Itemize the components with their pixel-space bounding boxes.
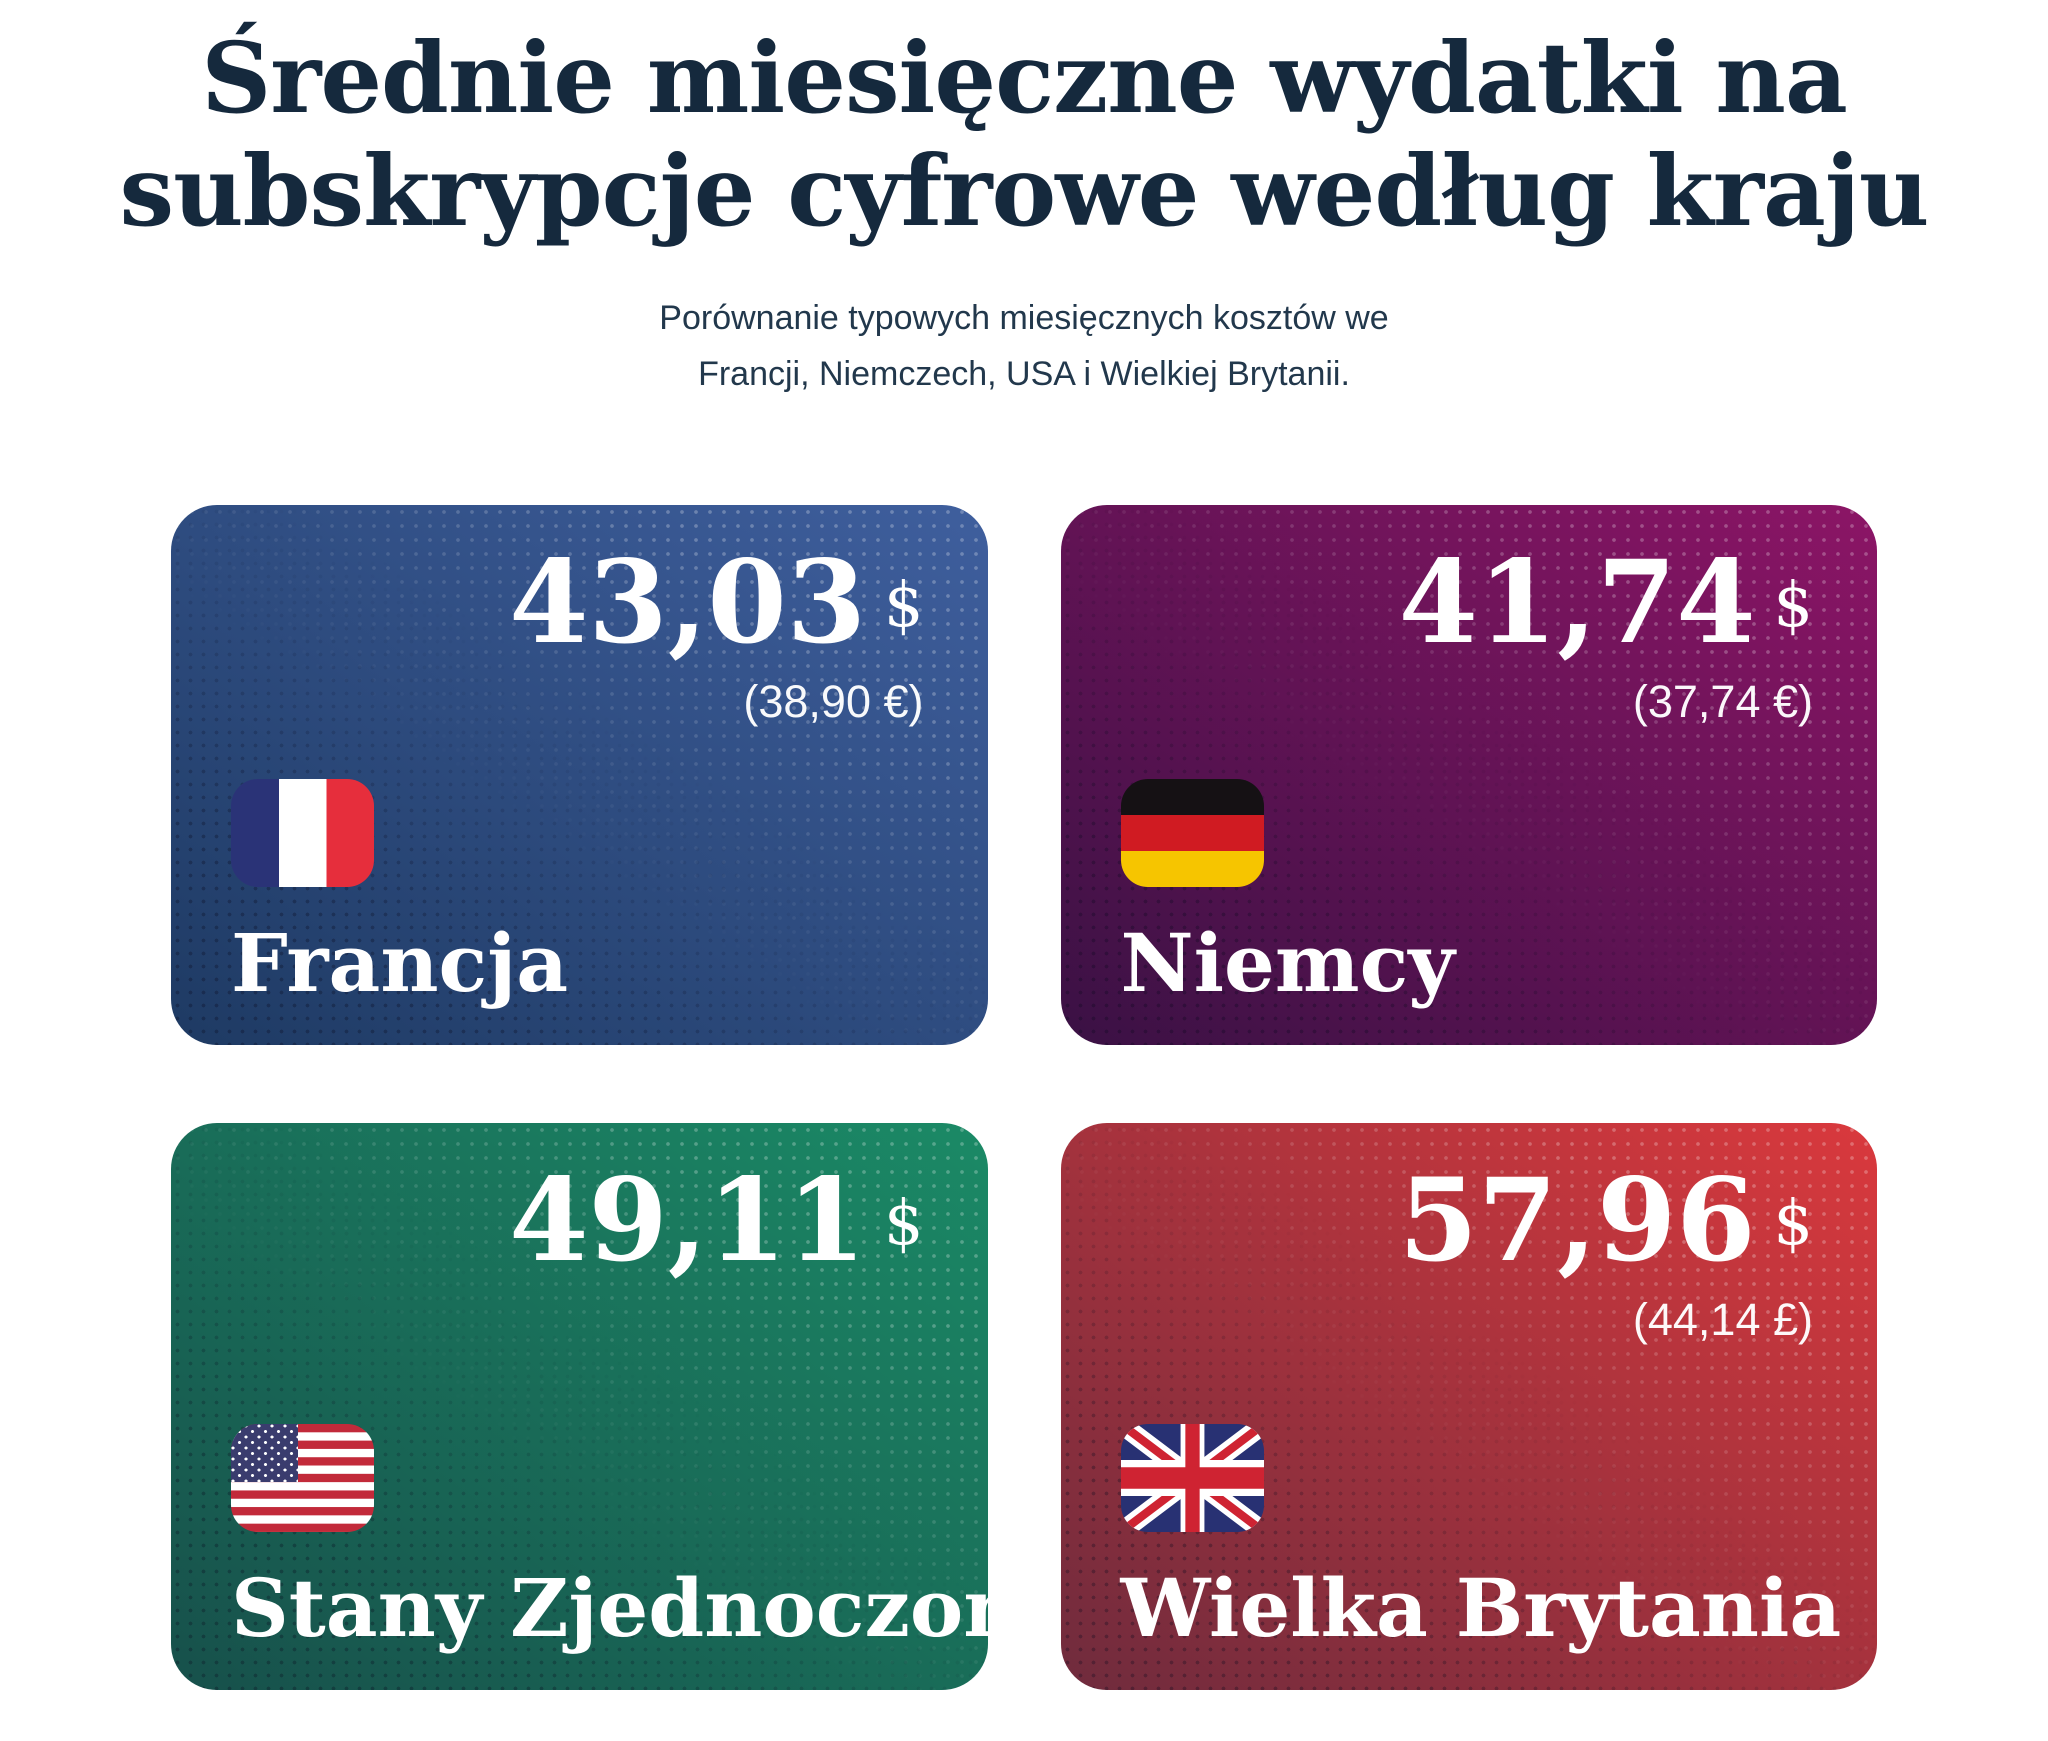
country-label: Wielka Brytania: [1120, 1561, 1842, 1656]
dollar-sign: $: [1773, 1186, 1813, 1260]
country-card-germany: 41,74 $ (37,74 €) Niemcy: [1060, 505, 1877, 1046]
country-label: Francja: [231, 916, 569, 1011]
price-secondary: (38,90 €): [743, 675, 924, 727]
country-card-uk: 57,96 $ (44,14 £) Wielka Brytania: [1060, 1123, 1877, 1691]
price-secondary: (37,74 €): [1632, 675, 1813, 727]
price-block: 57,96 $ (44,14 £): [1399, 1160, 1813, 1347]
dollar-sign: $: [884, 1186, 924, 1260]
price-secondary: (44,14 £): [1632, 1293, 1813, 1345]
page-subtitle-line-2: Francji, Niemczech, USA i Wielkiej Bryta…: [698, 355, 1350, 394]
card-footer: Stany Zjednoczone: [231, 1424, 988, 1650]
page-subtitle: Porównanie typowych miesięcznych kosztów…: [0, 290, 2048, 402]
page-title-line-1: Średnie miesięczne wydatki na: [201, 21, 1848, 135]
page-title: Średnie miesięczne wydatki na subskrypcje…: [0, 0, 2048, 248]
price-block: 49,11 $: [509, 1160, 924, 1347]
card-footer: Francja: [231, 779, 568, 1005]
dollar-sign: $: [1773, 568, 1813, 642]
country-card-france: 43,03 $ (38,90 €) Francja: [171, 505, 988, 1046]
price-block: 43,03 $ (38,90 €): [509, 542, 924, 729]
page-title-line-2: subskrypcje cyfrowe według kraju: [119, 134, 1930, 248]
price-amount: 43,03: [509, 535, 867, 670]
france-flag-icon: [231, 779, 374, 888]
price-amount: 41,74: [1398, 535, 1756, 670]
page-subtitle-line-1: Porównanie typowych miesięcznych kosztów…: [659, 299, 1389, 337]
card-footer: Wielka Brytania: [1120, 1424, 1842, 1656]
usa-flag-icon: [231, 1424, 374, 1533]
country-cards-grid: 43,03 $ (38,90 €) Francja 41,74 $ (37,74 €…: [171, 505, 1877, 1691]
price-secondary: [509, 1293, 923, 1347]
country-label: Stany Zjednoczone: [231, 1561, 988, 1656]
germany-flag-icon: [1120, 779, 1264, 888]
dollar-sign: $: [884, 568, 924, 642]
card-footer: Niemcy: [1120, 779, 1455, 1011]
country-label: Niemcy: [1120, 916, 1455, 1011]
country-card-usa: 49,11$ Stany Zjednoczone: [171, 1123, 988, 1691]
price-amount: 57,96: [1398, 1153, 1756, 1288]
uk-flag-icon: [1120, 1424, 1264, 1533]
price-amount: 49,11: [509, 1153, 867, 1288]
usa-flag-canton: [231, 1424, 299, 1483]
price-block: 41,74 $ (37,74 €): [1399, 542, 1813, 729]
